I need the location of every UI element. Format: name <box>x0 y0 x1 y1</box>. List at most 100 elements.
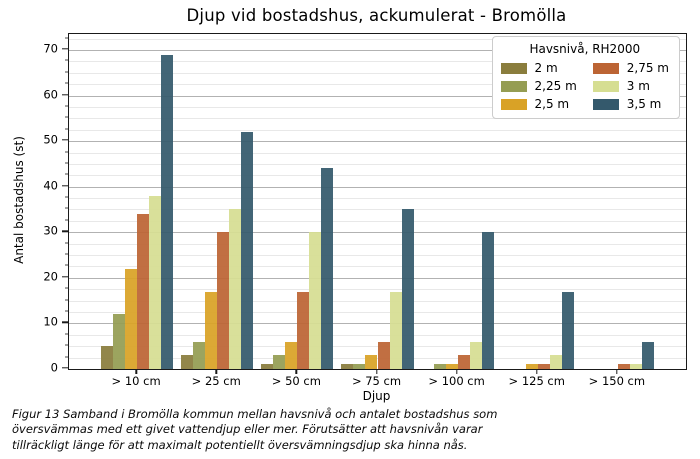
y-tick-label: 10 <box>43 314 58 329</box>
x-tick-label: > 10 cm <box>111 374 161 388</box>
x-tick-mark <box>295 369 298 374</box>
bar <box>149 195 162 369</box>
y-minor-tick-mark <box>64 116 68 118</box>
legend-swatch <box>592 80 619 92</box>
legend-title: Havsnivå, RH2000 <box>529 42 641 56</box>
bar <box>205 291 218 369</box>
minor-gridline <box>69 220 686 222</box>
bar <box>241 132 254 369</box>
y-minor-tick-mark <box>64 151 68 152</box>
major-gridline <box>69 323 686 325</box>
y-tick-mark <box>62 367 68 369</box>
legend-swatch <box>500 98 527 110</box>
bar <box>273 355 286 369</box>
y-minor-tick-mark <box>64 242 68 244</box>
bar <box>101 346 114 369</box>
bar <box>297 291 310 369</box>
y-minor-tick-mark <box>64 207 68 209</box>
legend-label: 3 m <box>626 79 650 93</box>
bar <box>125 268 138 369</box>
y-minor-tick-mark <box>64 196 68 198</box>
x-tick-mark <box>455 369 458 374</box>
chart-title: Djup vid bostadshus, ackumulerat - Bromö… <box>186 6 567 25</box>
y-minor-tick-mark <box>64 356 68 358</box>
legend-item: 3,5 m <box>592 97 669 111</box>
y-tick-mark <box>62 321 68 324</box>
y-tick-label: 0 <box>50 360 58 375</box>
legend-swatch <box>500 62 527 74</box>
y-tick-label: 60 <box>43 86 58 101</box>
y-tick-label: 20 <box>43 269 58 284</box>
legend-item: 2,5 m <box>500 97 577 111</box>
minor-gridline <box>69 61 686 63</box>
bar <box>113 314 126 369</box>
bar <box>617 364 630 369</box>
y-tick-mark <box>62 184 68 187</box>
bar <box>341 364 354 369</box>
bar <box>309 232 322 369</box>
y-minor-tick-mark <box>64 287 68 289</box>
y-minor-tick-mark <box>64 162 68 164</box>
minor-gridline <box>69 84 686 86</box>
minor-gridline <box>69 289 686 291</box>
y-tick-mark <box>62 48 68 50</box>
bar <box>433 364 446 369</box>
bar <box>525 364 538 369</box>
y-minor-tick-mark <box>64 37 68 39</box>
bar <box>229 209 242 369</box>
minor-gridline <box>69 152 686 154</box>
bar <box>353 364 366 369</box>
y-tick-label: 70 <box>43 41 58 56</box>
bar <box>389 291 402 369</box>
legend-label: 3,5 m <box>626 97 662 111</box>
x-tick-mark <box>215 369 217 374</box>
legend-item: 3 m <box>592 79 669 93</box>
legend-swatch <box>592 98 619 110</box>
legend-item: 2 m <box>500 61 577 75</box>
bar <box>365 355 378 369</box>
x-tick-label: > 100 cm <box>428 374 485 388</box>
plot-area: Havsnivå, RH2000 2 m 2,25 m 2,5 m 2,75 m 3 m… <box>68 33 687 370</box>
y-tick-mark <box>62 230 68 232</box>
minor-gridline <box>69 198 686 200</box>
minor-gridline <box>69 334 686 336</box>
major-gridline <box>69 277 686 279</box>
y-tick-mark <box>62 276 68 278</box>
bar <box>217 232 230 369</box>
minor-gridline <box>69 129 686 131</box>
y-tick-label: 50 <box>43 132 58 147</box>
legend-item: 2,75 m <box>592 61 669 75</box>
y-minor-tick-mark <box>64 264 68 266</box>
minor-gridline <box>69 175 686 177</box>
major-gridline <box>69 186 686 188</box>
minor-gridline <box>69 255 686 257</box>
minor-gridline <box>69 38 686 40</box>
bar <box>321 168 334 369</box>
legend-label: 2,5 m <box>534 97 570 111</box>
x-tick-label: > 25 cm <box>191 374 241 388</box>
y-minor-tick-mark <box>64 310 68 312</box>
x-axis-label: Djup <box>362 389 391 403</box>
legend-item: 2,25 m <box>500 79 577 93</box>
bar <box>181 355 194 369</box>
minor-gridline <box>69 266 686 268</box>
x-tick-label: > 125 cm <box>508 374 565 388</box>
y-minor-tick-mark <box>64 128 68 130</box>
y-minor-tick-mark <box>64 82 68 84</box>
x-tick-label: > 75 cm <box>351 374 402 388</box>
bar <box>481 232 494 369</box>
minor-gridline <box>69 312 686 314</box>
x-tick-mark <box>536 369 538 374</box>
y-minor-tick-mark <box>64 253 68 255</box>
x-tick-mark <box>375 369 378 374</box>
bar <box>537 364 550 369</box>
bar <box>629 364 642 369</box>
y-minor-tick-mark <box>64 344 68 346</box>
major-gridline <box>69 49 686 51</box>
y-tick-label: 40 <box>43 177 58 192</box>
bar <box>193 341 206 369</box>
major-gridline <box>69 141 686 143</box>
minor-gridline <box>69 72 686 74</box>
legend-swatch <box>500 80 527 92</box>
